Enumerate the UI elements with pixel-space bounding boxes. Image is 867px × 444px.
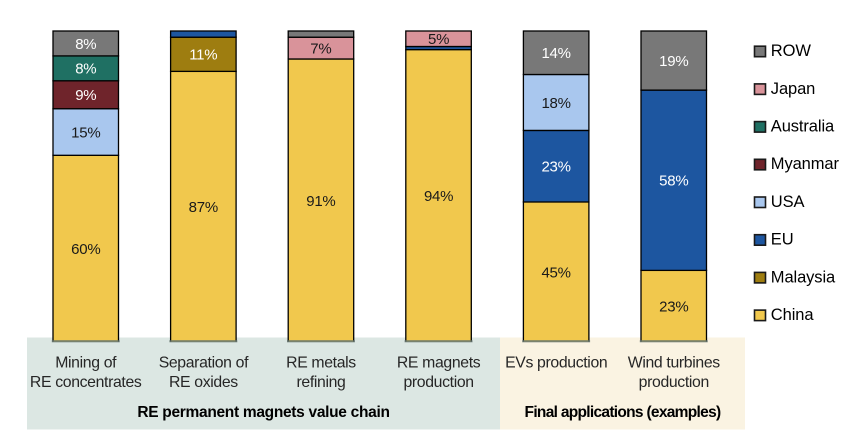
svg-text:China: China bbox=[771, 306, 815, 324]
svg-text:Malaysia: Malaysia bbox=[771, 268, 836, 286]
svg-text:RE magnets: RE magnets bbox=[397, 355, 481, 372]
svg-text:Separation of: Separation of bbox=[159, 355, 249, 372]
svg-text:91%: 91% bbox=[306, 193, 335, 210]
svg-text:RE oxides: RE oxides bbox=[169, 374, 238, 391]
svg-text:15%: 15% bbox=[71, 124, 100, 141]
svg-text:23%: 23% bbox=[541, 159, 570, 176]
svg-text:RE metals: RE metals bbox=[286, 355, 356, 372]
svg-text:Myanmar: Myanmar bbox=[771, 155, 840, 173]
svg-text:Japan: Japan bbox=[771, 80, 815, 98]
svg-text:production: production bbox=[639, 374, 709, 391]
svg-text:45%: 45% bbox=[541, 264, 570, 281]
svg-text:8%: 8% bbox=[75, 36, 96, 53]
svg-text:Wind turbines: Wind turbines bbox=[628, 355, 720, 372]
svg-text:18%: 18% bbox=[541, 95, 570, 112]
svg-text:RE concentrates: RE concentrates bbox=[30, 374, 142, 391]
svg-text:ROW: ROW bbox=[771, 42, 812, 60]
svg-text:EVs production: EVs production bbox=[505, 355, 607, 372]
svg-text:RE permanent magnets value cha: RE permanent magnets value chain bbox=[137, 404, 389, 421]
svg-text:23%: 23% bbox=[659, 299, 688, 316]
svg-text:14%: 14% bbox=[541, 45, 570, 62]
svg-text:production: production bbox=[403, 374, 473, 391]
svg-text:refining: refining bbox=[296, 374, 345, 391]
svg-text:58%: 58% bbox=[659, 173, 688, 190]
svg-text:EU: EU bbox=[771, 231, 794, 249]
svg-text:8%: 8% bbox=[75, 61, 96, 78]
svg-text:9%: 9% bbox=[75, 87, 96, 104]
svg-text:11%: 11% bbox=[189, 47, 217, 64]
svg-text:Final applications (examples): Final applications (examples) bbox=[525, 404, 721, 421]
svg-text:Mining of: Mining of bbox=[55, 355, 117, 372]
svg-text:5%: 5% bbox=[428, 31, 449, 48]
svg-text:94%: 94% bbox=[424, 188, 453, 205]
svg-text:USA: USA bbox=[771, 193, 805, 211]
svg-text:7%: 7% bbox=[310, 41, 331, 58]
svg-text:19%: 19% bbox=[659, 53, 688, 70]
svg-text:60%: 60% bbox=[71, 241, 100, 258]
svg-text:87%: 87% bbox=[189, 199, 218, 216]
svg-text:Australia: Australia bbox=[771, 118, 835, 136]
